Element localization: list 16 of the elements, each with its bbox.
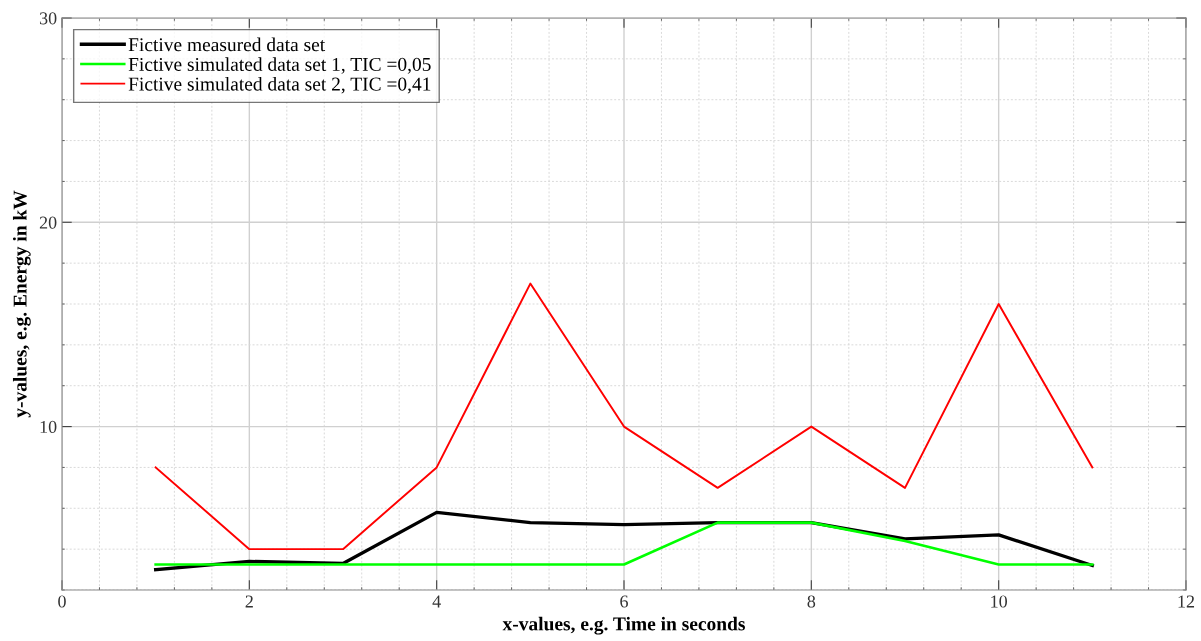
x-tick-label: 12 <box>1178 595 1195 608</box>
y-tick-label: 30 <box>39 12 57 25</box>
x-tick-label: 6 <box>620 595 628 608</box>
legend-label: Fictive simulated data set 1, TIC =0,05 <box>128 57 431 74</box>
x-tick-label: 4 <box>432 595 441 608</box>
legend-label: Fictive measured data set <box>128 37 326 52</box>
x-tick-label: 0 <box>58 595 66 608</box>
x-tick-label: 2 <box>245 595 253 608</box>
legend-label: Fictive simulated data set 2, TIC =0,41 <box>128 76 431 94</box>
line-series <box>154 282 1094 551</box>
x-tick-label: 10 <box>991 595 1008 608</box>
y-axis-title: y-values, e.g. Energy in kW <box>12 190 31 418</box>
y-tick-label: 20 <box>39 216 57 229</box>
x-tick-label: 8 <box>807 595 816 608</box>
x-axis-title: x-values, e.g. Time in seconds <box>502 616 745 635</box>
y-tick-label: 10 <box>40 420 57 434</box>
